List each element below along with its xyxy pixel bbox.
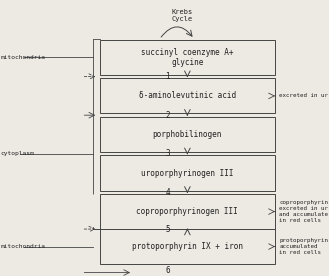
Bar — [100, 78, 275, 113]
Text: 5: 5 — [165, 225, 170, 233]
Text: coproporphyrin
excreted in ur
and accumulate
in red cells: coproporphyrin excreted in ur and accumu… — [279, 200, 328, 223]
Text: Krebs
Cycle: Krebs Cycle — [171, 9, 192, 22]
Text: δ-aminolevutinic acid: δ-aminolevutinic acid — [139, 91, 236, 100]
Text: cytoplasm: cytoplasm — [1, 151, 35, 156]
Bar — [100, 155, 275, 191]
Text: protoporphyrin IX + iron: protoporphyrin IX + iron — [132, 242, 243, 251]
Text: succinyl coenzyme A+
glycine: succinyl coenzyme A+ glycine — [141, 48, 234, 67]
Text: 3: 3 — [165, 149, 170, 158]
Text: 6: 6 — [165, 266, 170, 275]
Text: excreted in ur: excreted in ur — [279, 93, 328, 99]
Text: mitochondria: mitochondria — [1, 55, 46, 60]
Text: coproporphyrinogen III: coproporphyrinogen III — [137, 207, 238, 216]
Bar — [100, 229, 275, 264]
Text: 1: 1 — [165, 72, 170, 81]
Text: 2: 2 — [165, 111, 170, 120]
Bar — [100, 194, 275, 229]
Text: mitochondria: mitochondria — [1, 244, 46, 249]
Text: 4: 4 — [165, 188, 170, 197]
Text: porphobilinogen: porphobilinogen — [153, 130, 222, 139]
Bar — [100, 40, 275, 75]
Bar — [100, 117, 275, 152]
Text: protoporphyrin
accumulated
in red cells: protoporphyrin accumulated in red cells — [279, 238, 328, 255]
Text: uroporphyrinogen III: uroporphyrinogen III — [141, 169, 234, 177]
